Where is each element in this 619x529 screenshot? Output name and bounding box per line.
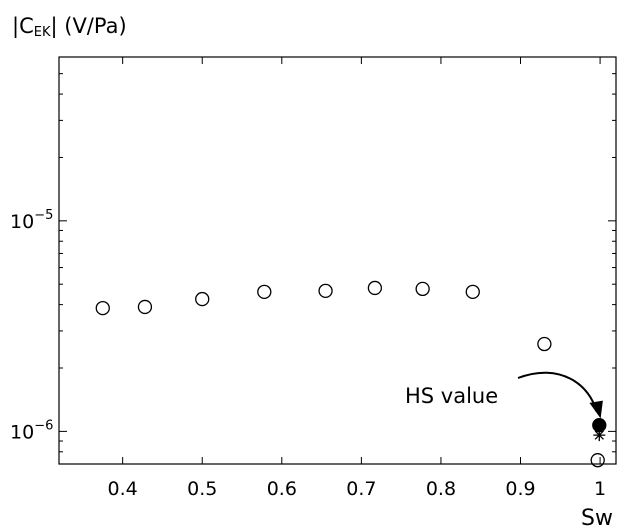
annotation-arrow [517,371,598,412]
x-tick-label: 1 [594,478,606,500]
x-axis-label: Sw [581,506,613,529]
data-point-open-circle [318,283,333,299]
y-tick-label: 10−6 [10,418,53,443]
x-tick-label: 0.5 [187,478,217,500]
data-point-open-circle [195,291,210,307]
x-tick-label: 0.4 [108,478,138,500]
x-tick-label: 0.6 [267,478,297,500]
data-point-open-circle [465,284,480,299]
data-point-asterisk [593,429,606,442]
x-tick-label: 0.7 [346,478,376,500]
tick-labels: 0.4 0.5 0.6 0.7 0.8 0.9 1 10−6 10−5 [10,208,606,500]
data-point-open-circle [590,453,605,468]
data-point-open-circle [95,300,110,316]
x-tick-label: 0.9 [505,478,535,500]
annotations: HS value [405,371,603,419]
data-point-open-circle [367,280,383,296]
annotation-arrowhead [589,400,603,419]
plot-area-frame [58,56,617,465]
data-marks [95,280,607,468]
y-axis-label: |CEK| (V/Pa) [12,14,127,40]
data-point-open-circle [137,299,153,315]
axis-ticks [59,57,616,464]
annotation-text: HS value [405,384,498,408]
data-point-open-circle [415,281,430,297]
y-tick-label: 10−5 [10,208,53,233]
x-tick-label: 0.8 [426,478,456,500]
data-point-open-circle [257,284,272,299]
data-point-open-circle [537,336,552,352]
